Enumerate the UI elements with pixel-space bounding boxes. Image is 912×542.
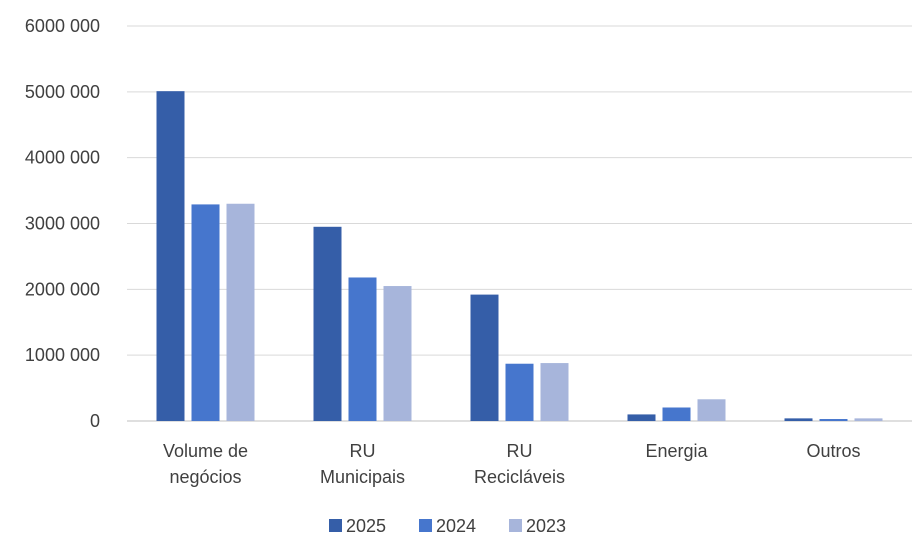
x-category-label-line: Outros [806,441,860,461]
x-category-label-line: Volume de [163,441,248,461]
legend-label: 2024 [436,516,476,536]
bar-2024-4 [819,419,848,421]
x-category-label-line: RU [507,441,533,461]
x-category-label: RU Municipais [320,441,405,487]
y-axis-tick-labels: 0 1000 000 2000 000 3000 000 4000 000 5000 00… [25,16,100,431]
y-tick-label: 1000 000 [25,345,100,365]
legend-label: 2025 [346,516,386,536]
bar-2024-1 [348,277,377,421]
bar-2023-1 [383,286,412,421]
bar-2023-0 [226,203,255,421]
bars [156,91,883,422]
x-category-label-line: RU [350,441,376,461]
x-axis-category-labels: Volume de negócios RU Municipais RU Recicláve… [163,441,861,487]
legend-label: 2023 [526,516,566,536]
y-tick-label: 2000 000 [25,279,100,299]
legend-swatch-2023 [509,519,522,532]
x-category-label: RU Recicláveis [474,441,565,487]
bar-2024-0 [191,204,220,421]
bar-2023-2 [540,363,569,421]
legend-swatch-2024 [419,519,432,532]
y-tick-label: 4000 000 [25,148,100,168]
legend: 2025 2024 2023 [329,516,566,536]
bar-2025-1 [313,226,342,421]
y-tick-label: 6000 000 [25,16,100,36]
bar-2023-3 [697,399,726,421]
x-category-label-line: negócios [169,467,241,487]
bar-2024-2 [505,363,534,421]
bar-2023-4 [854,418,883,421]
x-category-label-line: Energia [645,441,708,461]
y-tick-label: 5000 000 [25,82,100,102]
x-category-label-line: Recicláveis [474,467,565,487]
x-category-label-line: Municipais [320,467,405,487]
bar-2024-3 [662,407,691,421]
y-tick-label: 3000 000 [25,214,100,234]
x-category-label: Energia [645,441,708,461]
legend-swatch-2025 [329,519,342,532]
bar-2025-2 [470,294,499,421]
bar-2025-3 [627,414,656,421]
gridlines [127,25,912,422]
x-category-label: Volume de negócios [163,441,248,487]
bar-2025-0 [156,91,185,422]
bar-2025-4 [784,418,813,421]
x-category-label: Outros [806,441,860,461]
y-tick-label: 0 [90,411,100,431]
